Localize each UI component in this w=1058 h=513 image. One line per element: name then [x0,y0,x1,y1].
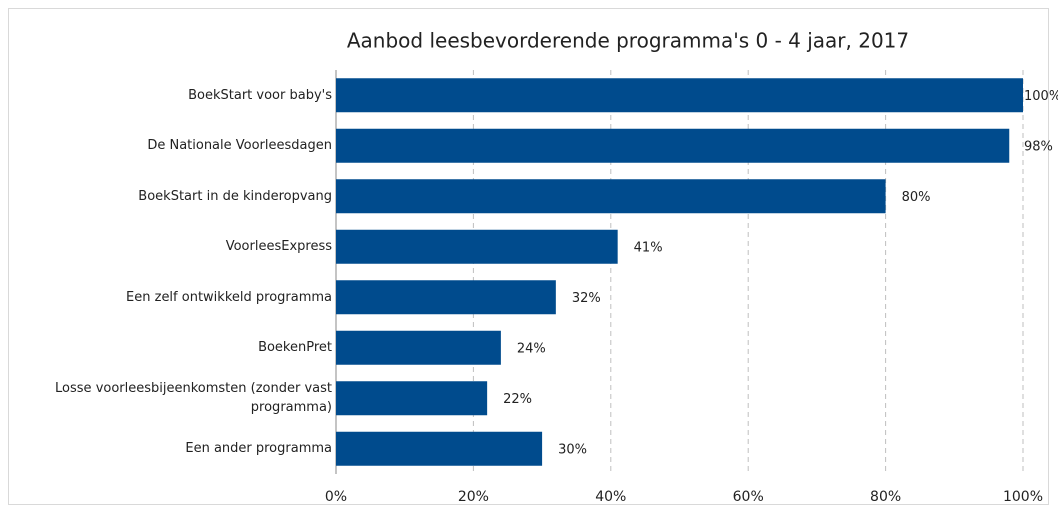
value-label: 80% [902,190,931,205]
bar [336,78,1023,113]
y-tick-label: VoorleesExpress [225,239,332,255]
y-tick-label: Een ander programma [185,441,332,457]
bar [336,280,556,315]
y-tick-label-box: BoekenPret [258,340,332,356]
y-tick-label-box: Een ander programma [185,441,332,457]
y-tick-label: BoekenPret [258,340,332,356]
y-tick-label: BoekStart in de kinderopvang [138,188,332,204]
x-tick-label: 100% [1003,489,1043,505]
bar [336,179,886,214]
bar [336,229,618,264]
x-tick-label: 60% [733,489,764,505]
y-tick-label: BoekStart voor baby's [188,87,332,103]
bar [336,330,501,365]
y-tick-label: Losse voorleesbijeenkomsten (zonder vast… [55,381,332,416]
y-tick-label-box: BoekStart voor baby's [188,87,332,103]
bar [336,381,488,416]
x-tick-label: 80% [870,489,901,505]
value-label: 22% [503,392,532,407]
x-tick-label: 40% [595,489,626,505]
y-tick-label-box: Een zelf ontwikkeld programma [126,289,332,305]
bar [336,128,1010,163]
value-label: 98% [1024,139,1053,154]
value-label: 24% [517,341,546,356]
y-tick-label-box: De Nationale Voorleesdagen [147,138,332,154]
value-label: 32% [572,291,601,306]
y-tick-label-box: VoorleesExpress [225,239,332,255]
value-label: 30% [558,442,587,457]
value-label: 100% [1024,89,1058,104]
bar [336,431,543,466]
y-tick-label: De Nationale Voorleesdagen [147,138,332,154]
y-tick-label: Een zelf ontwikkeld programma [126,289,332,305]
value-label: 41% [634,240,663,255]
chart-title: Aanbod leesbevorderende programma's 0 - … [347,29,909,53]
y-tick-label-box: BoekStart in de kinderopvang [138,188,332,204]
y-tick-label-box: Losse voorleesbijeenkomsten (zonder vast… [55,381,332,416]
x-tick-label: 0% [325,489,347,505]
x-tick-label: 20% [458,489,489,505]
